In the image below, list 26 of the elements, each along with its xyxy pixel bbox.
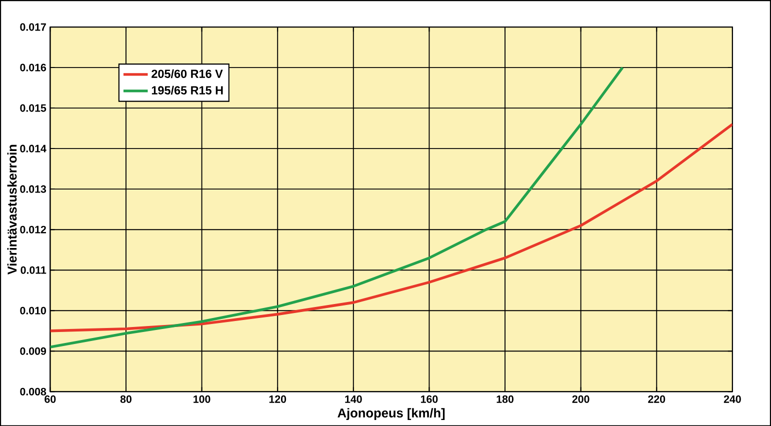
x-tick-label: 140	[345, 395, 362, 403]
x-tick-label: 200	[572, 395, 590, 403]
y-axis-title: Vierintävastuskerroin	[7, 144, 17, 274]
x-tick-label: 240	[724, 395, 741, 403]
x-tick-label: 120	[269, 395, 286, 403]
x-tick-label: 220	[648, 395, 666, 403]
y-tick-label: 0.009	[20, 347, 46, 355]
y-tick-label: 0.008	[20, 388, 46, 396]
line-series	[50, 66, 624, 348]
y-tick-label: 0.013	[20, 185, 46, 193]
y-tick-label: 0.015	[20, 104, 46, 112]
legend-label: 195/65 R15 H	[152, 86, 223, 94]
x-tick-label: 160	[420, 395, 438, 403]
x-tick-label: 100	[194, 395, 210, 403]
y-tick-label: 0.016	[20, 64, 46, 72]
y-tick-label: 0.014	[20, 144, 46, 152]
line-series	[50, 122, 732, 332]
y-tick-label: 0.010	[20, 306, 46, 314]
legend-label: 205/60 R16 V	[152, 69, 223, 78]
x-tick-label: 80	[120, 395, 132, 403]
y-tick-label: 0.011	[20, 266, 46, 274]
x-tick-label: 180	[496, 395, 514, 403]
y-tick-label: 0.017	[20, 23, 46, 31]
y-tick-label: 0.012	[20, 226, 46, 234]
x-axis-title: Ajonopeus [km/h]	[338, 408, 445, 420]
x-tick-label: 60	[44, 395, 56, 403]
